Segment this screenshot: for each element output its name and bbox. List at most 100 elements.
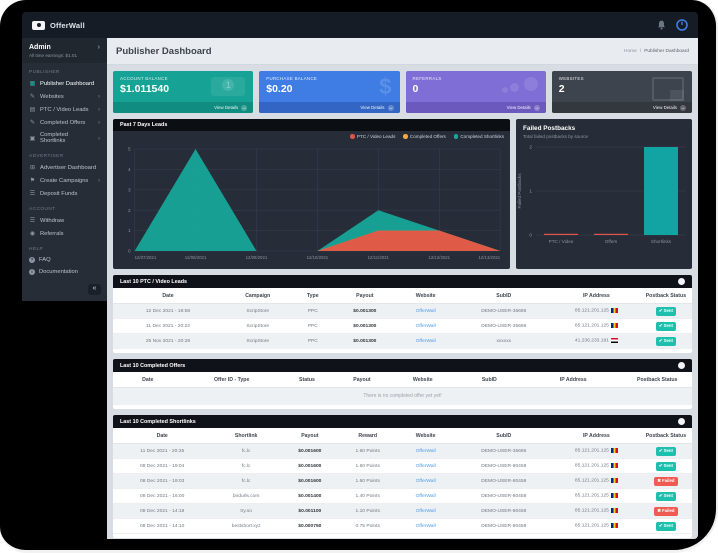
cell-payout: $0.000750 (298, 523, 322, 529)
chevron-right-icon (98, 106, 100, 113)
sidebar-item-faq[interactable]: ? FAQ (22, 254, 107, 266)
sidebar-nav: PUBLISHER ▦ Publisher Dashboard ✎ Websites ▤ P… (22, 63, 107, 278)
admin-profile[interactable]: Admin All time earnings: $1.01 (22, 38, 107, 63)
website-link[interactable]: OfferWall (415, 323, 436, 329)
cell-status: ✖ Failed (640, 474, 692, 489)
sidebar-item-completed-offers[interactable]: ✎ Completed Offers (22, 116, 107, 129)
user-power-icon[interactable] (676, 19, 688, 31)
page-title: Publisher Dashboard (116, 45, 212, 57)
website-link[interactable]: OfferWall (415, 308, 436, 314)
sidebar-item-label: Completed Shortlinks (40, 132, 69, 144)
panel-toggle-icon[interactable] (678, 278, 685, 285)
card-label: ACCOUNT BALANCE (120, 76, 168, 81)
cell-date: 08 Dec 2021 - 19:04 (140, 463, 185, 469)
leads-chart-panel: Past 7 Days Leads PTC / Video Leads Compl… (113, 119, 510, 269)
cell-shortlink: fc.lc (241, 478, 251, 484)
brand: OfferWall (32, 20, 85, 30)
sidebar-item-documentation[interactable]: i Documentation (22, 266, 107, 278)
question-circle-icon: ? (29, 257, 35, 263)
cell-ip: 85.121.201.125 (553, 519, 640, 534)
sidebar-item-completed-shortlinks[interactable]: ▣ Completed Shortlinks (22, 129, 107, 147)
cell-date: 08 Dec 2021 - 14:18 (140, 508, 185, 514)
sidebar-item-withdraw[interactable]: ☰ Withdraw (22, 214, 107, 227)
view-details-label: View Details (360, 105, 385, 110)
sidebar-collapse-button[interactable] (88, 284, 101, 295)
website-link[interactable]: OfferWall (415, 508, 436, 514)
cell-payout: $0.001600 (298, 463, 322, 469)
breadcrumb-item: Publisher Dashboard (644, 48, 689, 54)
sidebar-item-create-campaigns[interactable]: ⚑ Create Campaigns (22, 174, 107, 187)
table-row: 12 Dec 2021 - 18:58 ScripStore PPC $0.00130… (113, 303, 692, 319)
column-header-date: Date (113, 372, 183, 388)
column-header-ip-address: IP Address (552, 428, 640, 444)
ptc-leads-table-section: Last 10 PTC / Video Leads Date Campaign Ty… (113, 275, 692, 353)
cell-date: 11 Dec 2021 - 20:22 (146, 323, 190, 329)
legend-label: Completed Shortlinks (460, 134, 504, 139)
cell-date: 08 Dec 2021 - 19:03 (140, 478, 185, 484)
cell-subid: DEMO-USER-80458 (481, 523, 527, 529)
cell-type: PPC (307, 308, 318, 314)
legend-item[interactable]: Completed Offers (403, 134, 446, 139)
svg-text:Shortlinks: Shortlinks (651, 239, 672, 244)
cell-status: ✔ Sent (640, 459, 692, 474)
sidebar-item-deposit-funds[interactable]: ☰ Deposit Funds (22, 187, 107, 200)
view-details-link[interactable]: View Details → (259, 102, 400, 113)
legend-item[interactable]: PTC / Video Leads (350, 134, 395, 139)
cell-subid: DEMO-USER-80458 (481, 508, 527, 514)
sidebar: Admin All time earnings: $1.01 PUBLISHER… (22, 38, 107, 539)
sidebar-section-label: HELP (29, 247, 44, 252)
cell-status: ✔ Sent (640, 334, 692, 349)
sidebar-item-publisher-dashboard[interactable]: ▦ Publisher Dashboard (22, 77, 107, 90)
panel-toggle-icon[interactable] (678, 418, 685, 425)
cell-shortlink: bestshort.xyz (231, 523, 261, 529)
view-details-link[interactable]: View Details → (405, 102, 546, 113)
sidebar-item-ptc-video-leads[interactable]: ▤ PTC / Video Leads (22, 103, 107, 116)
cell-date: 08 Dec 2021 - 16:00 (140, 493, 185, 499)
website-link[interactable]: OfferWall (415, 478, 436, 484)
panel-toggle-icon[interactable] (678, 362, 685, 369)
legend-label: PTC / Video Leads (356, 134, 396, 139)
website-link[interactable]: OfferWall (415, 493, 436, 499)
country-flag-icon-ro (610, 448, 618, 453)
column-header-website: Website (396, 428, 455, 444)
website-link[interactable]: OfferWall (415, 338, 436, 344)
sidebar-item-label: Withdraw (40, 217, 65, 224)
website-link[interactable]: OfferWall (415, 523, 436, 529)
legend-item[interactable]: Completed Shortlinks (453, 134, 504, 139)
cell-status: ✖ Failed (640, 504, 692, 519)
column-header-ip-address: IP Address (552, 288, 640, 304)
sidebar-item-websites[interactable]: ✎ Websites (22, 90, 107, 103)
sidebar-item-referrals[interactable]: ◉ Referrals (22, 227, 107, 240)
failed-postbacks-panel: Failed Postbacks Total failed postbacks … (516, 119, 692, 269)
browser-icon (652, 77, 684, 101)
cell-ip: 85.121.201.125 (553, 459, 640, 474)
country-flag-icon-ro (610, 478, 618, 483)
completed-shortlinks-table: Date Shortlink Payout Reward Website SubID IP … (113, 428, 692, 534)
column-header-date: Date (113, 288, 223, 304)
website-link[interactable]: OfferWall (415, 463, 436, 469)
postback-status-badge: ✔ Sent (655, 306, 676, 316)
cell-payout: $0.001300 (353, 308, 377, 314)
country-flag-icon-ro (610, 308, 618, 313)
sidebar-section-label: ACCOUNT (29, 207, 56, 212)
view-details-link[interactable]: View Details → (113, 102, 254, 113)
sidebar-item-advertiser-dashboard[interactable]: ⊞ Advertiser Dashboard (22, 161, 107, 174)
column-header-status: Status (280, 372, 333, 388)
app-window: OfferWall (22, 12, 698, 539)
breadcrumb-separator: / (639, 48, 642, 54)
sidebar-section-label: PUBLISHER (29, 70, 60, 75)
notifications-bell-icon[interactable] (657, 20, 666, 30)
card-label: PURCHASE BALANCE (266, 76, 318, 81)
arrow-circle-icon: → (533, 104, 540, 111)
empty-table-message: There is no completed offer yet yet! (363, 393, 442, 399)
postback-status-badge: ✖ Failed (654, 476, 678, 486)
website-link[interactable]: OfferWall (415, 448, 436, 454)
breadcrumb-item[interactable]: Home (624, 48, 637, 54)
users-icon: ◉ (29, 231, 36, 237)
view-details-link[interactable]: View Details → (551, 102, 692, 113)
column-header-subid: SubID (454, 428, 553, 444)
table-row: 08 Dec 2021 - 19:04 fc.lc $0.001600 1.60 Po… (113, 459, 692, 474)
column-header-subid: SubID (454, 372, 525, 388)
svg-text:Offers: Offers (605, 239, 618, 244)
brand-name: OfferWall (50, 20, 85, 30)
